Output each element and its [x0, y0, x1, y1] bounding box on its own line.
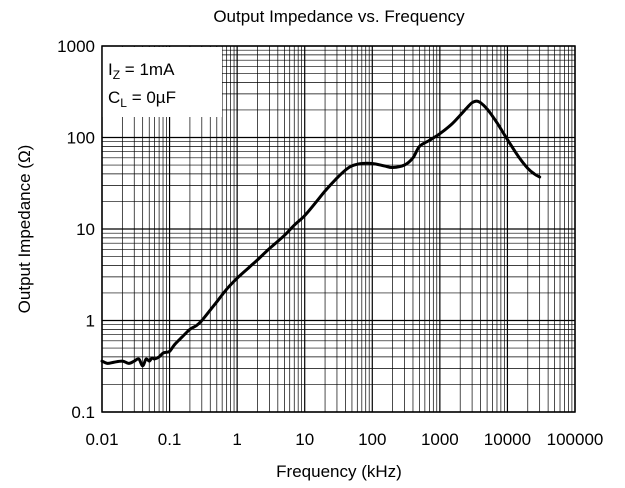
x-tick-label: 10000: [484, 430, 531, 449]
x-tick-label: 1: [232, 430, 241, 449]
plot-area-border: [101, 45, 576, 413]
x-tick-label: 100: [358, 430, 386, 449]
impedance-series-line: [100, 99, 542, 368]
annotation-background: [102, 47, 222, 117]
y-tick-label: 1000: [57, 37, 95, 56]
x-axis-ticks: 0.01 0.1 1 10 100 1000 10000 100000: [85, 430, 603, 449]
x-tick-label: 10: [295, 430, 314, 449]
y-tick-label: 0.1: [71, 403, 95, 422]
annotation-box: IZ = 1mA CL = 0µF: [102, 47, 222, 117]
annotation-iz: IZ = 1mA: [108, 60, 175, 82]
y-tick-label: 1: [86, 312, 95, 331]
annotation-cl: CL = 0µF: [108, 88, 176, 110]
x-tick-label: 0.01: [85, 430, 118, 449]
chart-title: Output Impedance vs. Frequency: [213, 7, 465, 26]
y-tick-label: 10: [76, 220, 95, 239]
x-axis-label: Frequency (kHz): [276, 462, 402, 481]
x-tick-label: 0.1: [158, 430, 182, 449]
x-tick-label: 1000: [421, 430, 459, 449]
y-axis-label: Output Impedance (Ω): [15, 145, 34, 314]
y-axis-ticks: 0.1 1 10 100 1000: [57, 37, 95, 422]
x-tick-label: 100000: [547, 430, 604, 449]
y-tick-label: 100: [67, 129, 95, 148]
